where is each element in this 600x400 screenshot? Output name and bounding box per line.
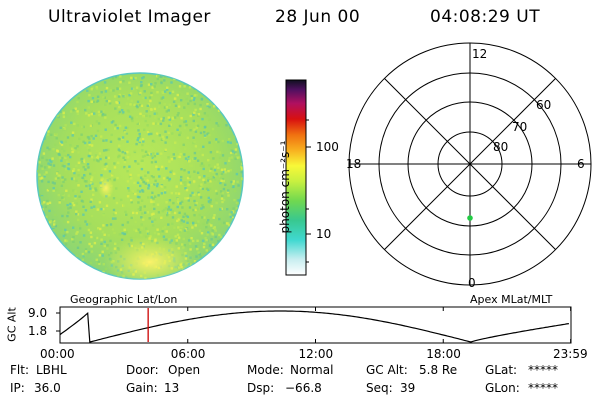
spacecraft-footprint-marker — [467, 215, 473, 221]
alt-x-tick-label: 12:00 — [298, 347, 334, 361]
colorbar-unit-label: photon cm⁻²s⁻¹ — [278, 140, 292, 234]
polar-label-12: 12 — [472, 47, 488, 61]
polar-label-18: 18 — [346, 157, 362, 171]
polar-label-6: 6 — [577, 157, 585, 171]
status-seq-label: Seq: — [366, 381, 393, 395]
status-gcalt-value: 5.8 Re — [419, 363, 458, 377]
status-dsp-value: −66.8 — [285, 381, 322, 395]
colorbar-tick-10: 10 — [316, 227, 332, 241]
polar-caption: Apex MLat/MLT — [470, 293, 553, 306]
alt-axis-label: GC Alt — [5, 307, 19, 342]
status-door-value: Open — [168, 363, 201, 377]
polar-ring-70: 70 — [512, 120, 528, 134]
status-glat-label: GLat: — [485, 363, 518, 377]
status-glat-value: ***** — [528, 363, 558, 377]
status-flt-value: LBHL — [36, 363, 67, 377]
status-gain-label: Gain: — [126, 381, 158, 395]
status-ip-label: IP: — [10, 381, 25, 395]
alt-y-bottom: 1.8 — [28, 324, 48, 338]
polar-mlt-grid — [348, 42, 592, 286]
status-glon-label: GLon: — [485, 381, 520, 395]
instrument-title: Ultraviolet Imager — [48, 7, 211, 27]
status-mode-label: Mode: — [247, 363, 284, 377]
alt-x-tick-label: 18:00 — [426, 347, 461, 361]
geographic-caption: Geographic Lat/Lon — [70, 293, 178, 306]
status-ip-value: 36.0 — [34, 381, 61, 395]
alt-x-tick-label: 06:00 — [170, 347, 206, 361]
alt-x-tick-label: 23:59 — [553, 347, 588, 361]
polar-ring-80: 80 — [493, 140, 509, 154]
polar-label-0: 0 — [468, 276, 476, 290]
colorbar-tick-100: 100 — [316, 140, 339, 154]
uv-image-disc — [36, 72, 244, 280]
color-scale-bar — [285, 79, 311, 276]
altitude-plot — [56, 306, 572, 344]
status-gain-value: 13 — [164, 381, 180, 395]
polar-ring-60: 60 — [536, 98, 552, 112]
status-mode-value: Normal — [290, 363, 334, 377]
status-glon-value: ***** — [528, 381, 558, 395]
observation-time: 04:08:29 UT — [430, 7, 541, 27]
status-door-label: Door: — [126, 363, 159, 377]
alt-x-tick-label: 00:00 — [40, 347, 75, 361]
status-gcalt-label: GC Alt: — [366, 363, 408, 377]
status-flt-label: Flt: — [10, 363, 29, 377]
alt-y-top: 9.0 — [28, 306, 48, 320]
status-dsp-label: Dsp: — [247, 381, 275, 395]
observation-date: 28 Jun 00 — [275, 7, 361, 27]
status-seq-value: 39 — [400, 381, 416, 395]
